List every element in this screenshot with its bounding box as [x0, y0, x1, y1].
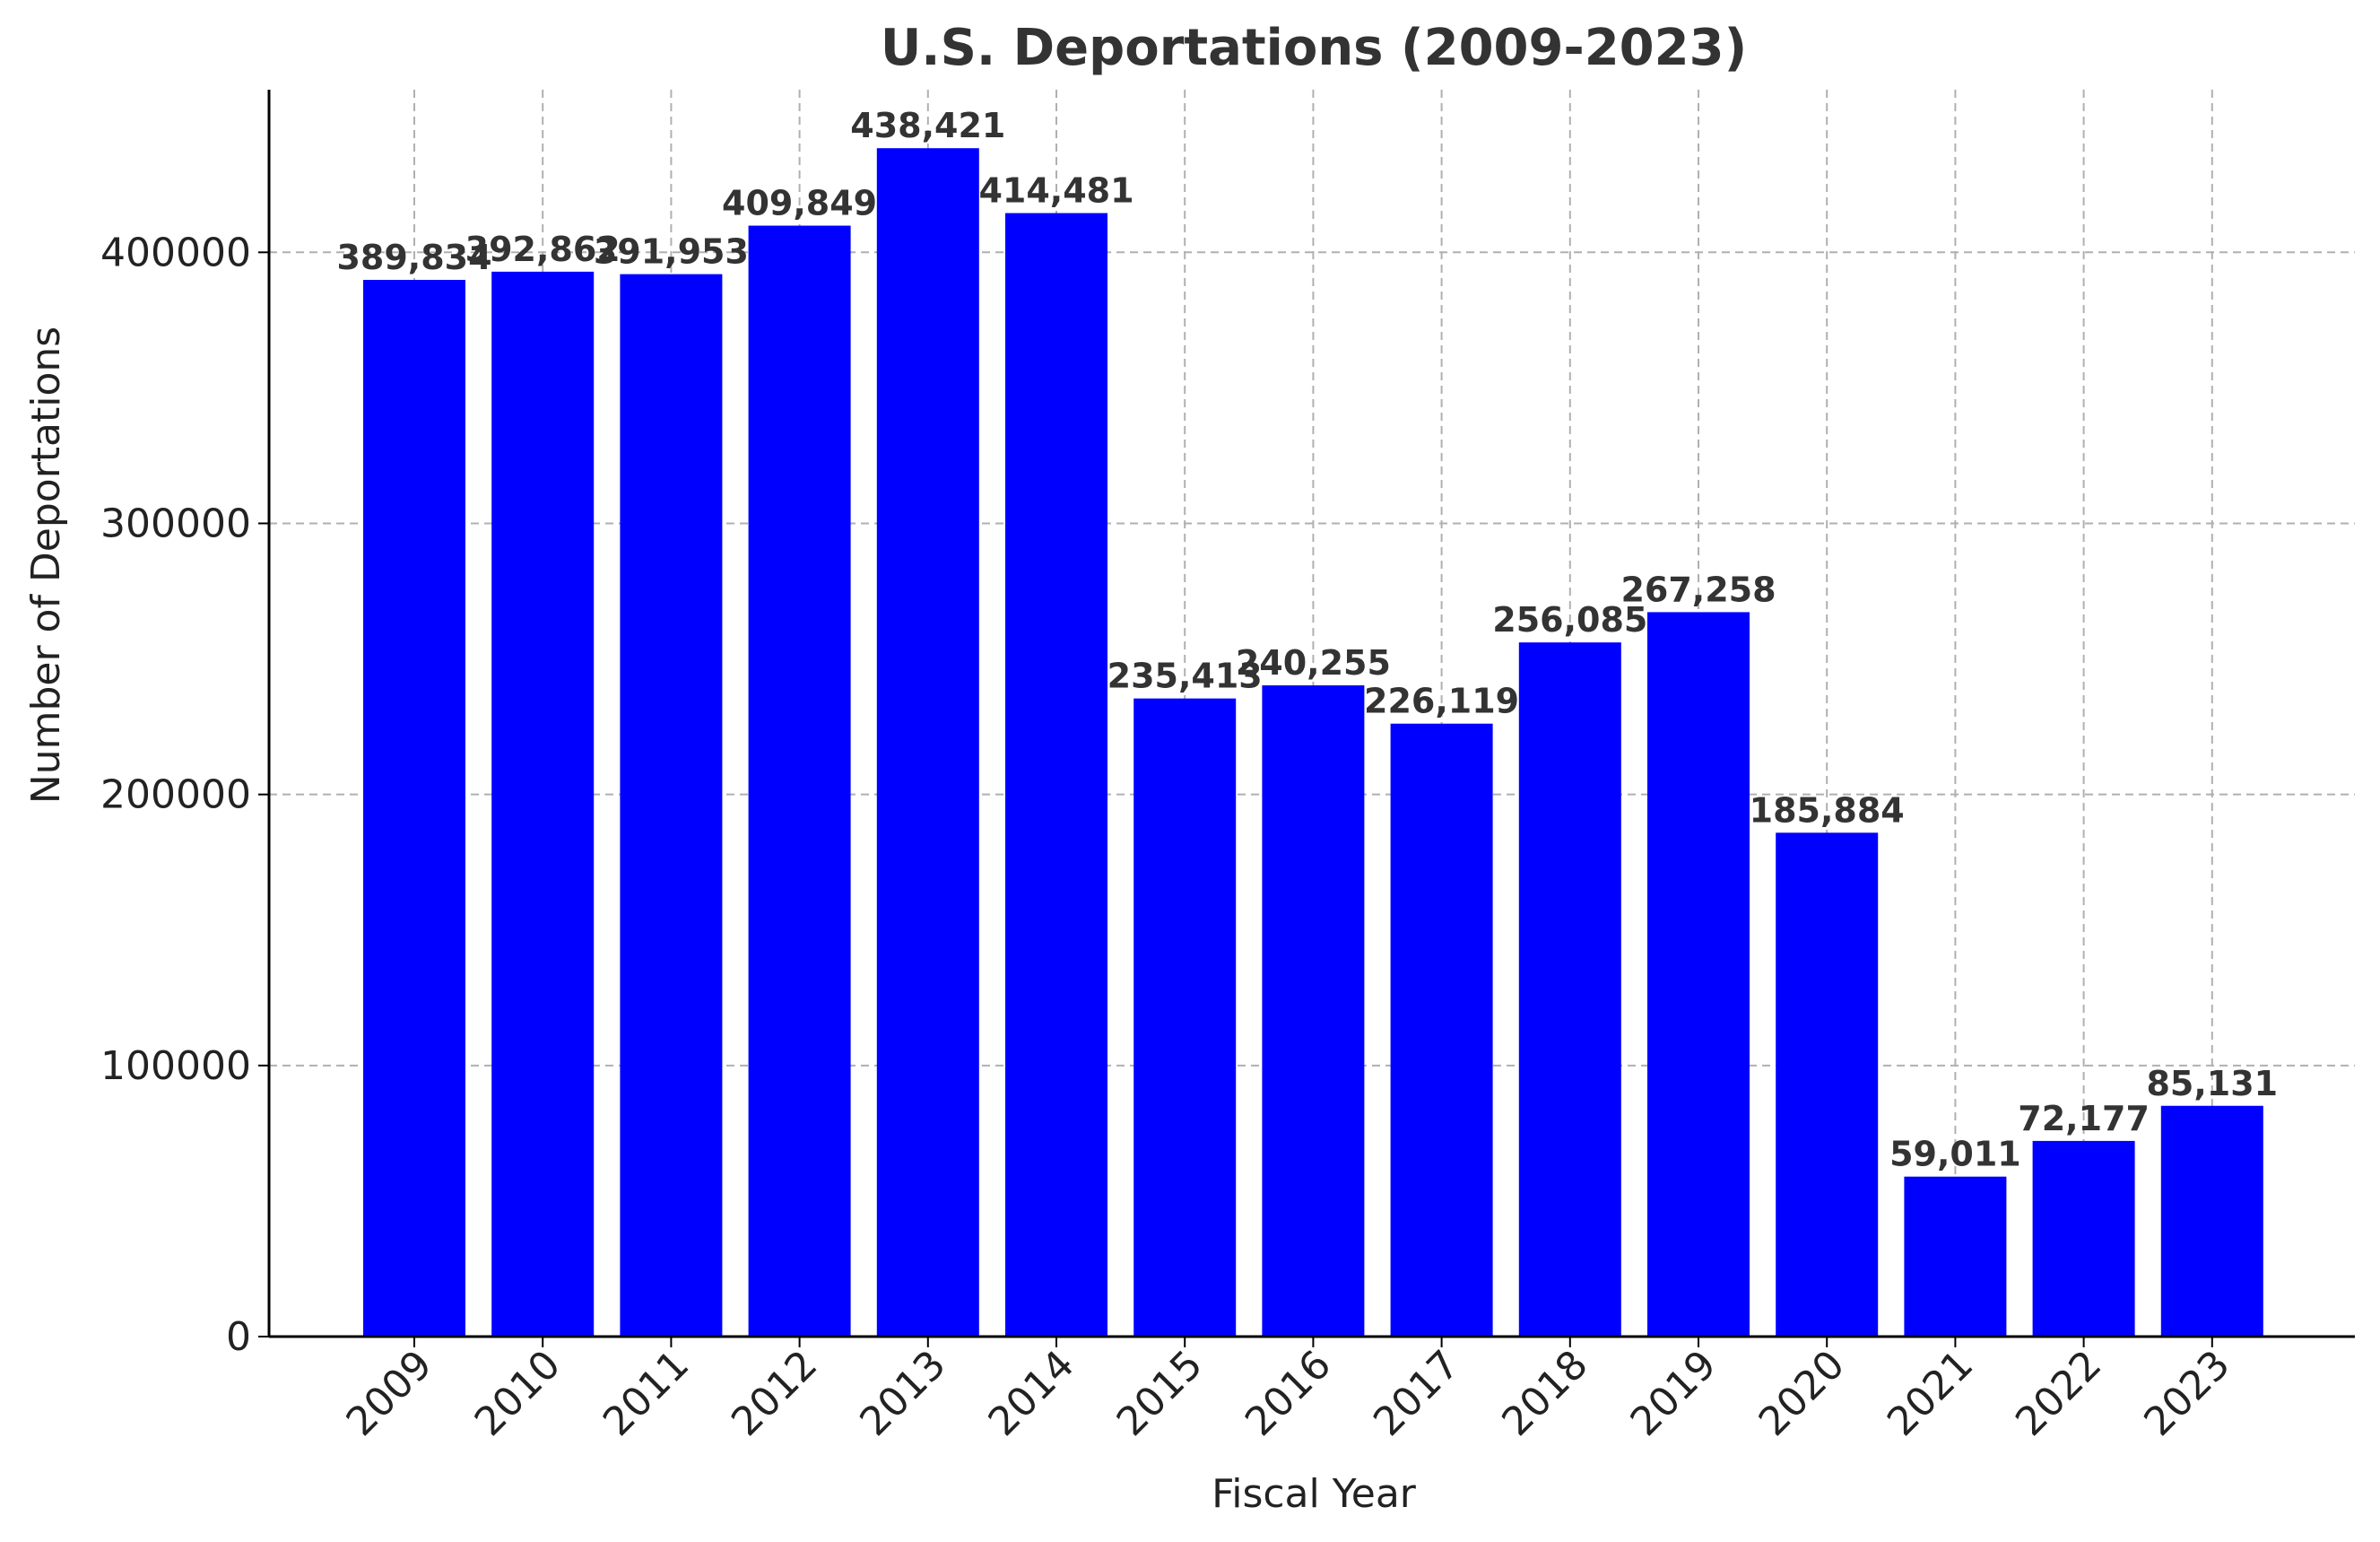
bar-2018 [1518, 642, 1621, 1337]
y-tick-label: 0 [226, 1314, 251, 1360]
bars [363, 148, 2263, 1337]
bar-2022 [2032, 1140, 2135, 1337]
y-tick-label: 100000 [100, 1043, 251, 1089]
bar-2016 [1262, 685, 1365, 1337]
bar-2021 [1904, 1176, 2007, 1337]
data-label-2022: 72,177 [2018, 1099, 2150, 1138]
data-label-2014: 414,481 [978, 171, 1134, 211]
data-label-2011: 391,953 [594, 232, 749, 272]
bar-2010 [491, 271, 595, 1337]
bar-2017 [1390, 723, 1493, 1337]
data-label-2019: 267,258 [1620, 570, 1776, 609]
y-tick-label: 200000 [100, 772, 251, 818]
bar-2013 [876, 148, 979, 1337]
data-label-2020: 185,884 [1750, 790, 1905, 830]
x-axis-label: Fiscal Year [1212, 1471, 1417, 1517]
data-label-2009: 389,834 [336, 238, 491, 277]
axes [267, 90, 2355, 1338]
y-axis-label: Number of Deportations [23, 327, 69, 804]
bar-2019 [1647, 612, 1750, 1337]
bar-2020 [1776, 832, 1879, 1337]
y-tick-label: 400000 [100, 230, 251, 275]
data-label-2016: 240,255 [1236, 643, 1391, 683]
chart-title: U.S. Deportations (2009-2023) [881, 19, 1747, 77]
data-label-2021: 59,011 [1889, 1135, 2021, 1174]
bar-2011 [620, 274, 723, 1337]
bar-2014 [1005, 213, 1107, 1337]
bar-2012 [748, 225, 851, 1337]
y-tick-label: 300000 [100, 501, 251, 546]
data-label-2013: 438,421 [850, 106, 1005, 145]
data-label-2010: 392,862 [465, 230, 621, 269]
bar-2015 [1134, 698, 1237, 1337]
y-axis-ticks: 0 100000 200000 300000 400000 [100, 230, 269, 1360]
data-label-2015: 235,413 [1107, 657, 1263, 696]
data-label-2017: 226,119 [1364, 682, 1519, 721]
bar-2023 [2160, 1105, 2263, 1337]
bar-2009 [363, 280, 465, 1337]
data-label-2018: 256,085 [1492, 600, 1647, 640]
data-label-2012: 409,849 [722, 184, 877, 223]
data-label-2023: 85,131 [2146, 1064, 2278, 1103]
